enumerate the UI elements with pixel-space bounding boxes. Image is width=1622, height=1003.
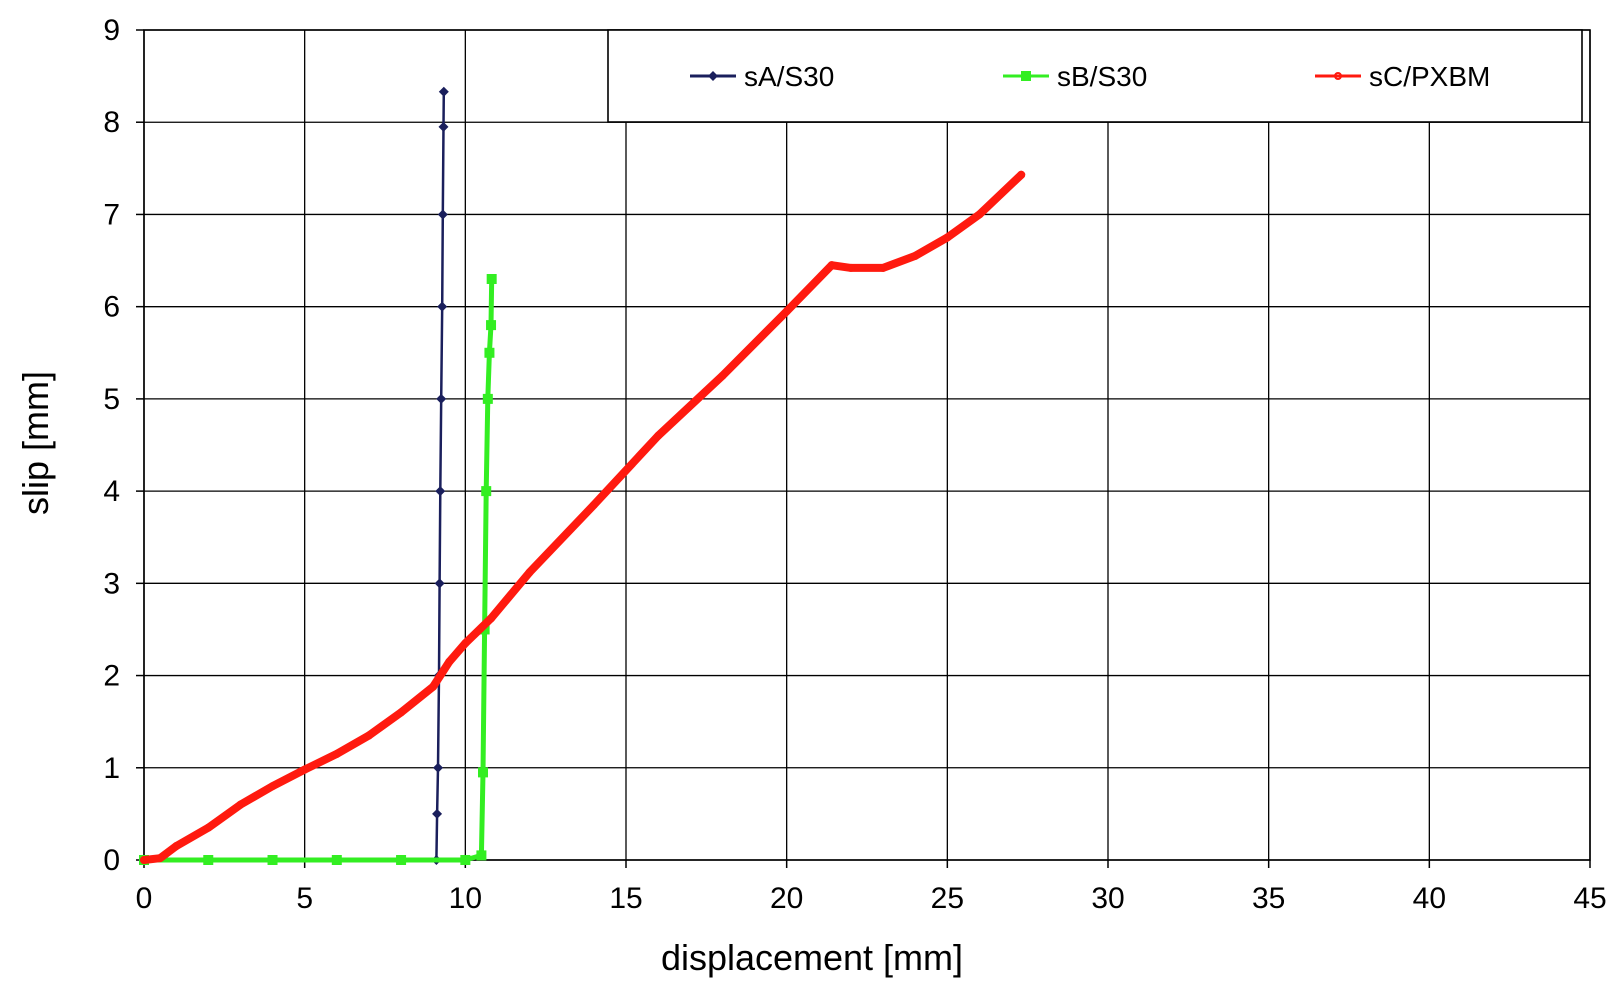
data-point bbox=[396, 855, 407, 865]
x-tick-label: 0 bbox=[136, 882, 153, 915]
series-2 bbox=[139, 274, 497, 865]
x-tick-label: 5 bbox=[296, 882, 313, 915]
y-tick-label: 1 bbox=[103, 752, 120, 785]
data-point bbox=[484, 347, 495, 358]
x-tick-label: 30 bbox=[1091, 882, 1124, 915]
legend-label: sC/PXBM bbox=[1369, 61, 1490, 92]
data-point bbox=[782, 307, 791, 316]
data-point bbox=[486, 320, 497, 331]
data-point bbox=[525, 568, 534, 577]
data-point bbox=[438, 86, 449, 97]
data-point bbox=[268, 782, 277, 791]
data-point bbox=[267, 855, 278, 865]
data-point bbox=[486, 274, 497, 284]
series-lines bbox=[139, 86, 1026, 865]
series-line bbox=[140, 170, 1026, 864]
data-point bbox=[436, 393, 447, 404]
data-point bbox=[589, 500, 598, 509]
data-point bbox=[943, 233, 952, 242]
data-point bbox=[434, 578, 445, 589]
y-tick-label: 8 bbox=[103, 106, 120, 139]
data-point bbox=[827, 261, 836, 270]
data-point bbox=[1017, 170, 1026, 179]
data-point bbox=[300, 765, 309, 774]
data-point bbox=[487, 614, 496, 623]
legend-label: sA/S30 bbox=[744, 61, 834, 92]
y-tick-label: 5 bbox=[103, 383, 120, 416]
legend-marker bbox=[1021, 71, 1031, 81]
data-point bbox=[331, 855, 342, 865]
data-point bbox=[429, 682, 438, 691]
legend-entry: sC/PXBM bbox=[1315, 61, 1490, 92]
data-point bbox=[435, 486, 446, 497]
legend-box bbox=[607, 29, 1583, 123]
data-point bbox=[364, 731, 373, 740]
y-tick-label: 7 bbox=[103, 198, 120, 231]
x-tick-label: 20 bbox=[770, 882, 803, 915]
data-point bbox=[478, 767, 489, 778]
data-point bbox=[482, 393, 493, 404]
data-point bbox=[481, 486, 492, 497]
data-point bbox=[654, 431, 663, 440]
x-tick-label: 15 bbox=[609, 882, 642, 915]
data-point bbox=[975, 210, 984, 219]
legend-marker bbox=[708, 71, 718, 81]
legend-label: sB/S30 bbox=[1057, 61, 1147, 92]
x-axis-title: displacement [mm] bbox=[661, 937, 963, 978]
data-point bbox=[172, 842, 181, 851]
data-point bbox=[476, 850, 487, 861]
y-tick-label: 2 bbox=[103, 660, 120, 693]
data-point bbox=[460, 855, 471, 865]
legend-entry: sB/S30 bbox=[1003, 61, 1147, 92]
series-line bbox=[435, 90, 446, 862]
data-point bbox=[397, 708, 406, 717]
y-tick-label: 3 bbox=[103, 567, 120, 600]
x-tick-label: 10 bbox=[449, 882, 482, 915]
data-point bbox=[438, 121, 449, 132]
data-point bbox=[445, 657, 454, 666]
data-point bbox=[911, 251, 920, 260]
legend: sA/S30 sB/S30 sC/PXBM bbox=[607, 29, 1583, 123]
data-point bbox=[437, 301, 448, 312]
data-point bbox=[718, 371, 727, 380]
series-3 bbox=[140, 170, 1026, 864]
legend-entry: sA/S30 bbox=[690, 61, 834, 92]
data-point bbox=[203, 855, 214, 865]
series-line bbox=[141, 276, 495, 863]
x-tick-label: 25 bbox=[931, 882, 964, 915]
y-tick-label: 0 bbox=[103, 844, 120, 877]
legend-marker bbox=[1334, 72, 1342, 80]
data-point bbox=[846, 263, 855, 272]
data-point bbox=[461, 639, 470, 648]
x-tick-label: 35 bbox=[1252, 882, 1285, 915]
data-point bbox=[879, 263, 888, 272]
data-point bbox=[433, 762, 444, 773]
data-point bbox=[156, 854, 165, 863]
y-tick-label: 9 bbox=[103, 14, 120, 47]
data-point bbox=[432, 808, 443, 819]
x-tick-label: 40 bbox=[1413, 882, 1446, 915]
y-tick-label: 6 bbox=[103, 291, 120, 324]
series-1 bbox=[431, 86, 449, 865]
data-point bbox=[437, 209, 448, 220]
x-tick-label: 45 bbox=[1573, 882, 1606, 915]
data-point bbox=[236, 800, 245, 809]
y-axis-title: slip [mm] bbox=[15, 371, 56, 515]
data-point bbox=[332, 749, 341, 758]
data-point bbox=[204, 823, 213, 832]
y-tick-label: 4 bbox=[103, 475, 120, 508]
data-point bbox=[140, 856, 148, 864]
